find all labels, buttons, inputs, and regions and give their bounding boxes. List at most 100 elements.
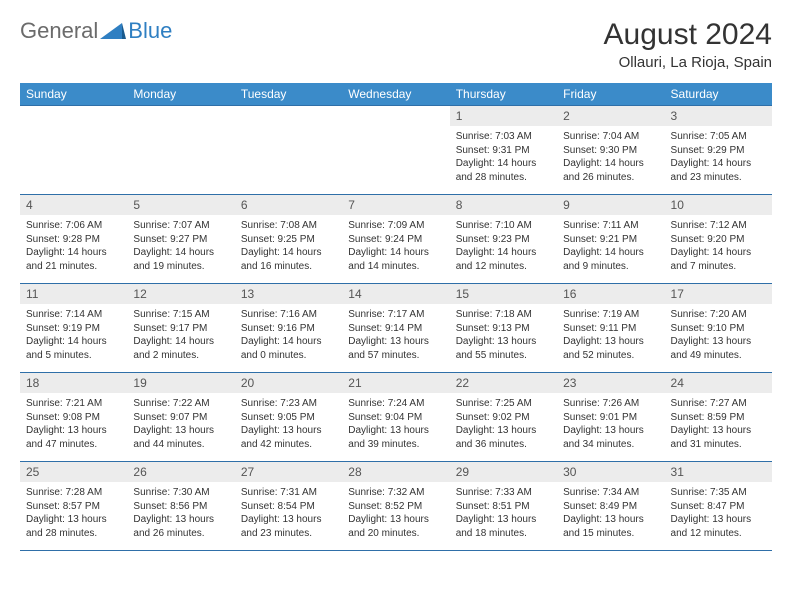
day-data-cell: Sunrise: 7:34 AMSunset: 8:49 PMDaylight:…: [557, 482, 664, 551]
day-data-cell: Sunrise: 7:12 AMSunset: 9:20 PMDaylight:…: [665, 215, 772, 284]
daylight-text: Daylight: 13 hours and 49 minutes.: [671, 335, 766, 362]
day-number-row: 11121314151617: [20, 284, 772, 305]
sunset-text: Sunset: 9:10 PM: [671, 322, 766, 336]
day-data-cell: [20, 126, 127, 195]
sunrise-text: Sunrise: 7:35 AM: [671, 486, 766, 500]
daylight-text: Daylight: 14 hours and 23 minutes.: [671, 157, 766, 184]
daylight-text: Daylight: 13 hours and 36 minutes.: [456, 424, 551, 451]
day-number-cell: 29: [450, 462, 557, 483]
day-data-cell: Sunrise: 7:31 AMSunset: 8:54 PMDaylight:…: [235, 482, 342, 551]
sunrise-text: Sunrise: 7:15 AM: [133, 308, 228, 322]
day-number-cell: 15: [450, 284, 557, 305]
day-number-cell: 18: [20, 373, 127, 394]
day-data-cell: Sunrise: 7:20 AMSunset: 9:10 PMDaylight:…: [665, 304, 772, 373]
day-number-row: 45678910: [20, 195, 772, 216]
sunrise-text: Sunrise: 7:05 AM: [671, 130, 766, 144]
day-number-cell: [20, 106, 127, 127]
daylight-text: Daylight: 14 hours and 21 minutes.: [26, 246, 121, 273]
day-data-cell: Sunrise: 7:15 AMSunset: 9:17 PMDaylight:…: [127, 304, 234, 373]
day-data-cell: Sunrise: 7:08 AMSunset: 9:25 PMDaylight:…: [235, 215, 342, 284]
daylight-text: Daylight: 14 hours and 14 minutes.: [348, 246, 443, 273]
day-number-cell: 7: [342, 195, 449, 216]
day-number-cell: 30: [557, 462, 664, 483]
sunset-text: Sunset: 9:05 PM: [241, 411, 336, 425]
day-number-cell: 8: [450, 195, 557, 216]
sunset-text: Sunset: 9:14 PM: [348, 322, 443, 336]
day-data-cell: Sunrise: 7:07 AMSunset: 9:27 PMDaylight:…: [127, 215, 234, 284]
sunrise-text: Sunrise: 7:34 AM: [563, 486, 658, 500]
daylight-text: Daylight: 14 hours and 19 minutes.: [133, 246, 228, 273]
day-number-cell: 21: [342, 373, 449, 394]
daylight-text: Daylight: 14 hours and 9 minutes.: [563, 246, 658, 273]
day-data-cell: [127, 126, 234, 195]
weekday-wednesday: Wednesday: [342, 83, 449, 106]
day-number-cell: 1: [450, 106, 557, 127]
sunrise-text: Sunrise: 7:03 AM: [456, 130, 551, 144]
sunrise-text: Sunrise: 7:23 AM: [241, 397, 336, 411]
daylight-text: Daylight: 13 hours and 12 minutes.: [671, 513, 766, 540]
weekday-thursday: Thursday: [450, 83, 557, 106]
sunrise-text: Sunrise: 7:21 AM: [26, 397, 121, 411]
daylight-text: Daylight: 13 hours and 57 minutes.: [348, 335, 443, 362]
header: General Blue August 2024 Ollauri, La Rio…: [20, 18, 772, 71]
sunset-text: Sunset: 9:21 PM: [563, 233, 658, 247]
sunset-text: Sunset: 9:23 PM: [456, 233, 551, 247]
sunset-text: Sunset: 9:07 PM: [133, 411, 228, 425]
day-data-cell: [235, 126, 342, 195]
sunset-text: Sunset: 8:59 PM: [671, 411, 766, 425]
sunset-text: Sunset: 8:47 PM: [671, 500, 766, 514]
sunset-text: Sunset: 9:17 PM: [133, 322, 228, 336]
sunset-text: Sunset: 9:25 PM: [241, 233, 336, 247]
sunset-text: Sunset: 9:13 PM: [456, 322, 551, 336]
day-number-cell: 27: [235, 462, 342, 483]
day-number-cell: 10: [665, 195, 772, 216]
sunset-text: Sunset: 9:19 PM: [26, 322, 121, 336]
sunrise-text: Sunrise: 7:09 AM: [348, 219, 443, 233]
daylight-text: Daylight: 13 hours and 52 minutes.: [563, 335, 658, 362]
day-number-cell: 5: [127, 195, 234, 216]
day-number-cell: 2: [557, 106, 664, 127]
daylight-text: Daylight: 14 hours and 16 minutes.: [241, 246, 336, 273]
sunset-text: Sunset: 8:57 PM: [26, 500, 121, 514]
calendar-body: 123Sunrise: 7:03 AMSunset: 9:31 PMDaylig…: [20, 106, 772, 551]
day-number-cell: 16: [557, 284, 664, 305]
calendar-table: Sunday Monday Tuesday Wednesday Thursday…: [20, 83, 772, 551]
day-number-cell: 3: [665, 106, 772, 127]
logo-text-general: General: [20, 18, 98, 44]
day-number-cell: 26: [127, 462, 234, 483]
sunrise-text: Sunrise: 7:16 AM: [241, 308, 336, 322]
sunset-text: Sunset: 8:52 PM: [348, 500, 443, 514]
day-data-cell: [342, 126, 449, 195]
day-data-cell: Sunrise: 7:25 AMSunset: 9:02 PMDaylight:…: [450, 393, 557, 462]
sunrise-text: Sunrise: 7:11 AM: [563, 219, 658, 233]
sunrise-text: Sunrise: 7:04 AM: [563, 130, 658, 144]
day-data-cell: Sunrise: 7:26 AMSunset: 9:01 PMDaylight:…: [557, 393, 664, 462]
day-data-cell: Sunrise: 7:22 AMSunset: 9:07 PMDaylight:…: [127, 393, 234, 462]
sunset-text: Sunset: 8:51 PM: [456, 500, 551, 514]
sunrise-text: Sunrise: 7:12 AM: [671, 219, 766, 233]
daylight-text: Daylight: 13 hours and 28 minutes.: [26, 513, 121, 540]
day-data-cell: Sunrise: 7:04 AMSunset: 9:30 PMDaylight:…: [557, 126, 664, 195]
daylight-text: Daylight: 13 hours and 15 minutes.: [563, 513, 658, 540]
daylight-text: Daylight: 13 hours and 34 minutes.: [563, 424, 658, 451]
daylight-text: Daylight: 14 hours and 12 minutes.: [456, 246, 551, 273]
daylight-text: Daylight: 14 hours and 28 minutes.: [456, 157, 551, 184]
sunrise-text: Sunrise: 7:31 AM: [241, 486, 336, 500]
daylight-text: Daylight: 13 hours and 31 minutes.: [671, 424, 766, 451]
day-data-cell: Sunrise: 7:35 AMSunset: 8:47 PMDaylight:…: [665, 482, 772, 551]
day-data-cell: Sunrise: 7:14 AMSunset: 9:19 PMDaylight:…: [20, 304, 127, 373]
daylight-text: Daylight: 13 hours and 42 minutes.: [241, 424, 336, 451]
sunset-text: Sunset: 8:54 PM: [241, 500, 336, 514]
day-number-cell: 4: [20, 195, 127, 216]
sunrise-text: Sunrise: 7:28 AM: [26, 486, 121, 500]
sunset-text: Sunset: 9:08 PM: [26, 411, 121, 425]
day-data-row: Sunrise: 7:06 AMSunset: 9:28 PMDaylight:…: [20, 215, 772, 284]
weekday-friday: Friday: [557, 83, 664, 106]
weekday-sunday: Sunday: [20, 83, 127, 106]
sunset-text: Sunset: 9:24 PM: [348, 233, 443, 247]
day-data-cell: Sunrise: 7:30 AMSunset: 8:56 PMDaylight:…: [127, 482, 234, 551]
day-number-row: 18192021222324: [20, 373, 772, 394]
sunset-text: Sunset: 9:04 PM: [348, 411, 443, 425]
day-data-cell: Sunrise: 7:32 AMSunset: 8:52 PMDaylight:…: [342, 482, 449, 551]
sunrise-text: Sunrise: 7:22 AM: [133, 397, 228, 411]
